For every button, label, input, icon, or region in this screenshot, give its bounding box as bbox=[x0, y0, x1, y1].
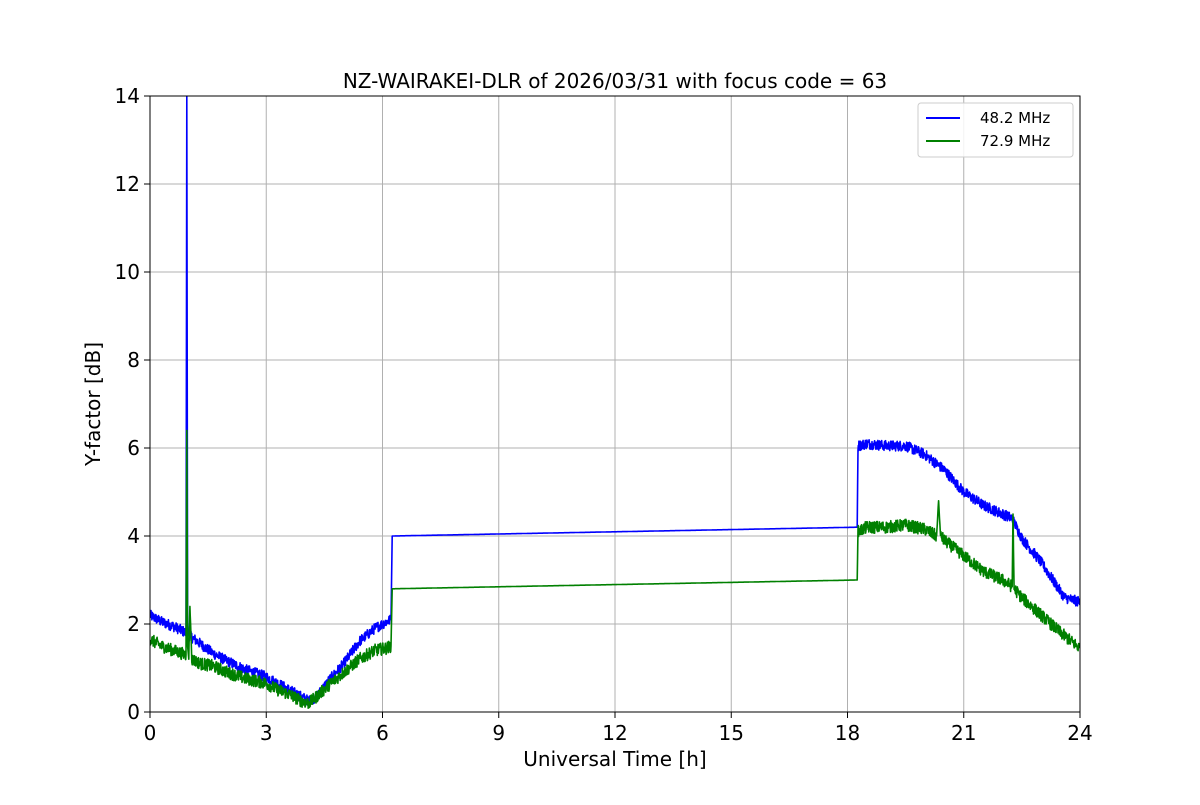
y-tick-label: 0 bbox=[127, 700, 140, 724]
x-tick-label: 12 bbox=[602, 721, 627, 745]
y-tick-label: 12 bbox=[115, 172, 140, 196]
y-axis-label: Y-factor [dB] bbox=[81, 342, 105, 467]
x-tick-label: 3 bbox=[260, 721, 273, 745]
y-tick-label: 6 bbox=[127, 436, 140, 460]
y-axis-ticks: 0 2 4 6 8 10 12 14 bbox=[115, 84, 150, 724]
series-line-0 bbox=[150, 96, 1080, 707]
x-tick-label: 24 bbox=[1067, 721, 1092, 745]
legend-box bbox=[917, 102, 1074, 158]
y-tick-label: 14 bbox=[115, 84, 140, 108]
legend-label: 48.2 MHz bbox=[980, 109, 1050, 127]
y-tick-label: 4 bbox=[127, 524, 140, 548]
y-tick-label: 10 bbox=[115, 260, 140, 284]
chart-title: NZ-WAIRAKEI-DLR of 2026/03/31 with focus… bbox=[343, 69, 887, 93]
grid bbox=[149, 95, 1081, 713]
x-tick-label: 9 bbox=[492, 721, 505, 745]
x-axis-label: Universal Time [h] bbox=[523, 747, 706, 771]
legend: 48.2 MHz 72.9 MHz bbox=[917, 102, 1074, 158]
x-tick-label: 15 bbox=[719, 721, 744, 745]
plot-area bbox=[150, 96, 1080, 710]
x-tick-label: 21 bbox=[951, 721, 976, 745]
series-layer bbox=[150, 96, 1080, 710]
legend-label: 72.9 MHz bbox=[980, 132, 1050, 150]
x-tick-label: 0 bbox=[144, 721, 157, 745]
x-tick-label: 18 bbox=[835, 721, 860, 745]
x-tick-label: 6 bbox=[376, 721, 389, 745]
x-axis-ticks: 0 3 6 9 12 15 18 21 24 bbox=[144, 712, 1093, 745]
y-tick-label: 8 bbox=[127, 348, 140, 372]
series-line-1 bbox=[150, 429, 1080, 710]
y-tick-label: 2 bbox=[127, 612, 140, 636]
